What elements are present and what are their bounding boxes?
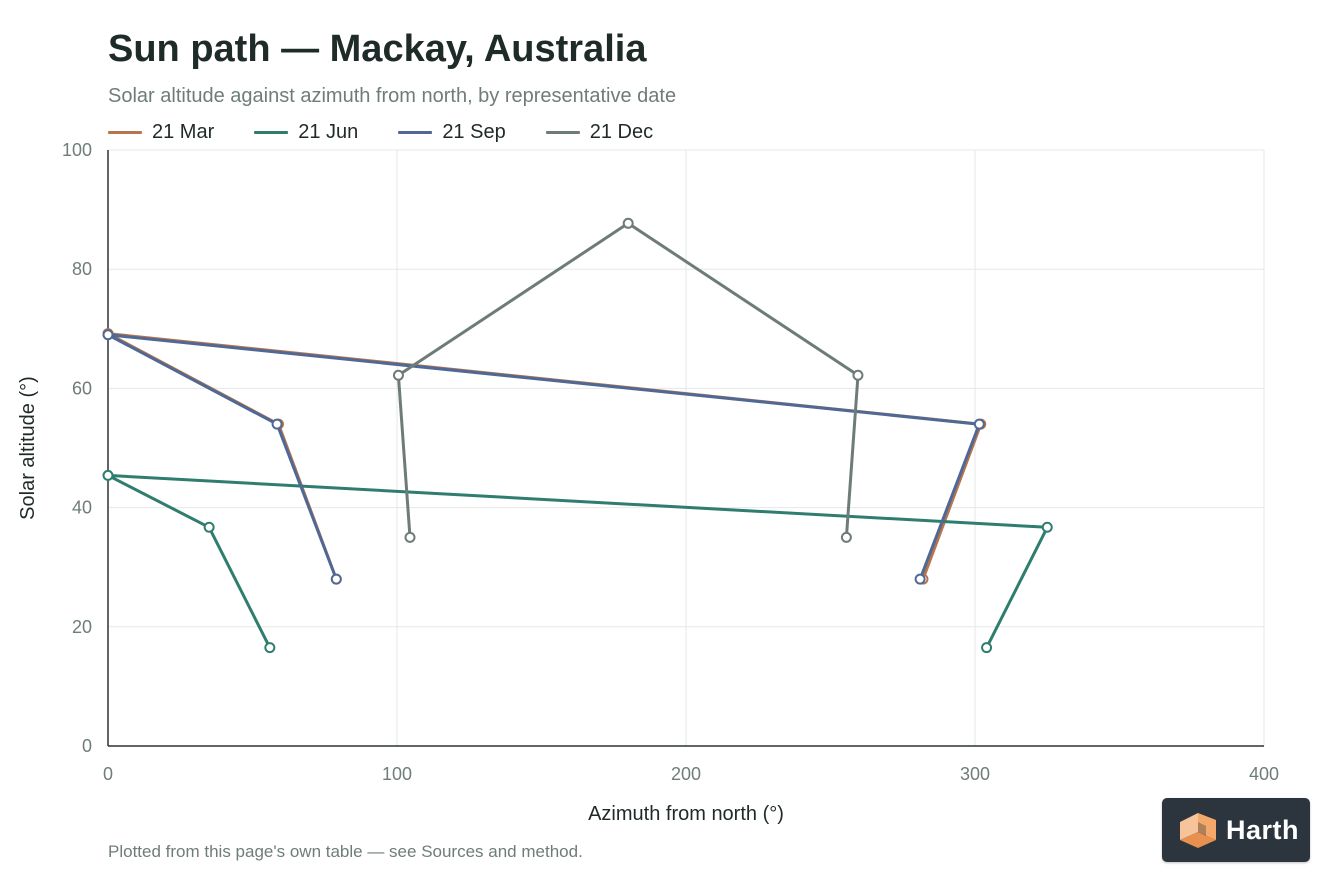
- legend-swatch: [545, 130, 580, 134]
- data-point[interactable]: [840, 531, 852, 543]
- data-point[interactable]: [914, 573, 926, 585]
- data-point[interactable]: [203, 521, 215, 533]
- series-21-jun: [102, 469, 1053, 654]
- brand-logo[interactable]: Harth: [1162, 798, 1310, 862]
- tick-labels: 0 20 40 60 80 100 0 100 200 300 400: [62, 140, 1279, 784]
- legend-label: 21 Sep: [442, 120, 506, 143]
- brand-name: Harth: [1226, 814, 1300, 845]
- data-point[interactable]: [264, 642, 276, 654]
- y-tick-label: 60: [72, 378, 92, 398]
- y-tick-label: 0: [82, 736, 92, 756]
- data-point[interactable]: [622, 217, 634, 229]
- data-point[interactable]: [330, 573, 342, 585]
- chart-subtitle: Solar altitude against azimuth from nort…: [108, 85, 677, 107]
- data-point[interactable]: [102, 469, 114, 481]
- x-tick-label: 100: [382, 764, 412, 784]
- chart-legend: 21 Mar 21 Jun 21 Sep 21 Dec: [108, 120, 693, 144]
- data-point[interactable]: [404, 531, 416, 543]
- data-point[interactable]: [852, 369, 864, 381]
- x-axis-title: Azimuth from north (°): [588, 803, 784, 825]
- y-tick-label: 80: [72, 259, 92, 279]
- x-tick-label: 0: [103, 764, 113, 784]
- y-axis-title: Solar altitude (°): [17, 376, 39, 520]
- axes: [107, 150, 1264, 747]
- data-point[interactable]: [973, 418, 985, 430]
- x-tick-label: 400: [1249, 764, 1279, 784]
- source-footnote: Plotted from this page's own table — see…: [108, 842, 583, 861]
- data-point[interactable]: [392, 369, 404, 381]
- y-tick-label: 20: [72, 617, 92, 637]
- legend-item[interactable]: 21 Sep: [398, 120, 506, 144]
- legend-item[interactable]: 21 Dec: [545, 120, 654, 144]
- series-lines: [102, 217, 1053, 654]
- legend-label: 21 Jun: [298, 120, 359, 143]
- data-point[interactable]: [981, 642, 993, 654]
- series-line: [106, 333, 981, 581]
- legend-swatch: [398, 130, 433, 134]
- data-point[interactable]: [271, 418, 283, 430]
- series-21-sep: [102, 329, 985, 585]
- x-tick-label: 300: [960, 764, 990, 784]
- y-tick-label: 100: [62, 140, 92, 160]
- legend-item[interactable]: 21 Mar: [108, 121, 214, 144]
- data-point[interactable]: [102, 329, 114, 341]
- y-tick-label: 40: [72, 498, 92, 518]
- series-line: [396, 221, 860, 539]
- cube-icon: [1180, 813, 1216, 848]
- legend-swatch: [108, 130, 142, 134]
- legend-label: 21 Mar: [152, 120, 215, 143]
- series-line: [106, 473, 1049, 650]
- legend-swatch: [254, 130, 289, 134]
- series-21-dec: [392, 217, 864, 543]
- chart-title: Sun path — Mackay, Australia: [108, 28, 647, 70]
- legend-label: 21 Dec: [589, 120, 654, 143]
- grid-lines: [108, 149, 1265, 746]
- x-tick-label: 200: [671, 764, 701, 784]
- legend-item[interactable]: 21 Jun: [254, 121, 358, 144]
- data-point[interactable]: [1041, 521, 1053, 533]
